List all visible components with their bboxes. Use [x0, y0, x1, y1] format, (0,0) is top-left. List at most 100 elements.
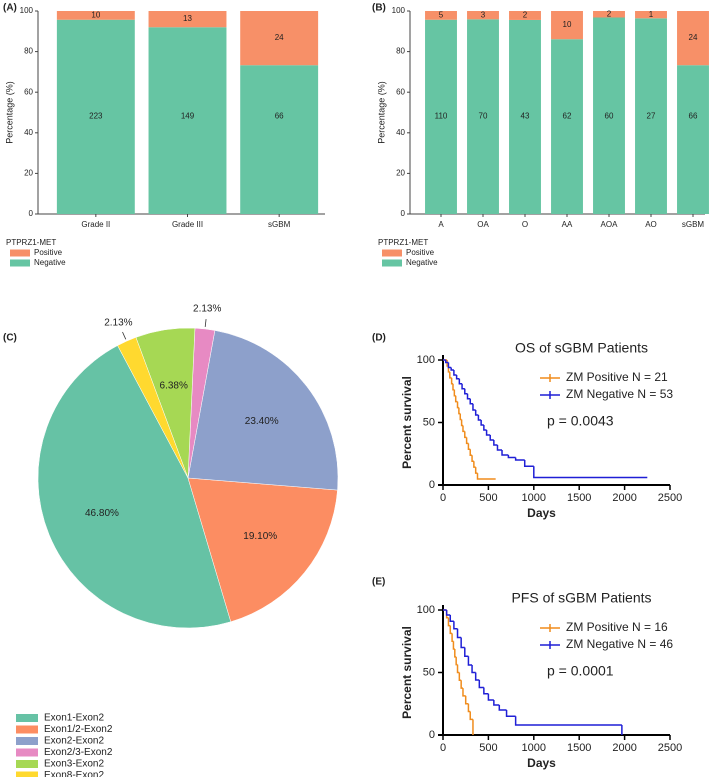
count-label: 66 [275, 112, 284, 121]
count-label: 24 [275, 33, 284, 42]
survival-step [483, 687, 489, 695]
bar-segment [551, 39, 583, 215]
x-tick-label: 1000 [522, 492, 546, 504]
annotation: p = 0.0043 [547, 413, 614, 429]
legend-swatch [382, 249, 402, 257]
bar-segment [509, 11, 541, 20]
survival-step [450, 377, 453, 385]
survival-step [466, 393, 471, 400]
survival-step [451, 633, 454, 642]
bar-segment [635, 18, 667, 215]
survival-step [453, 389, 456, 397]
legend-label: Exon2/3-Exon2 [44, 747, 113, 758]
bar-segment [677, 65, 709, 215]
leader-line [122, 331, 127, 340]
survival-step [498, 705, 507, 711]
legend-swatch [16, 714, 38, 722]
y-tick-label: 100 [417, 354, 435, 366]
x-tick-label: 0 [440, 492, 446, 504]
legend-swatch [16, 760, 38, 768]
survival-step [456, 401, 459, 409]
legend-title: PTPRZ1-MET [378, 238, 428, 247]
x-tick-label: Grade III [172, 220, 203, 229]
pie-slice [37, 345, 232, 629]
count-label: 70 [479, 112, 488, 121]
survival-step [464, 388, 468, 395]
survival-step [447, 362, 452, 369]
survival-step [450, 367, 454, 371]
bar-segment [509, 19, 541, 214]
y-tick-label: 100 [392, 6, 406, 15]
count-label: 43 [521, 112, 530, 121]
legend-swatch [16, 771, 38, 777]
y-tick-label: 0 [401, 209, 406, 218]
count-label: 10 [91, 10, 100, 19]
survival-step [478, 680, 484, 689]
bar-segment [593, 11, 625, 18]
y-tick-label: 0 [429, 729, 435, 741]
y-tick-label: 100 [417, 604, 435, 616]
count-label: 3 [481, 10, 486, 19]
x-tick-label: 2500 [658, 492, 682, 504]
survival-step [473, 461, 476, 468]
legend-label: ZM Positive N = 16 [566, 620, 668, 634]
survival-step [460, 637, 465, 649]
survival-step [469, 449, 473, 456]
legend-label: ZM Negative N = 53 [566, 387, 673, 401]
pie-slice [117, 337, 189, 479]
count-label: 5 [439, 10, 444, 19]
survival-step [507, 455, 516, 459]
survival-step [514, 457, 525, 461]
survival-step [458, 672, 462, 681]
count-label: 1 [649, 10, 654, 19]
y-tick-label: 80 [396, 47, 405, 56]
y-tick-label: 100 [20, 6, 34, 15]
survival-step [480, 420, 484, 426]
survival-step [472, 403, 476, 411]
count-label: 149 [181, 112, 195, 121]
x-tick-label: 1500 [567, 492, 591, 504]
legend-label: Positive [406, 248, 435, 257]
bar-segment [240, 11, 319, 66]
count-label: 13 [183, 14, 192, 23]
bar-segment [56, 11, 135, 20]
legend-label: Exon3-Exon2 [44, 759, 104, 770]
bar-segment [593, 17, 625, 214]
survival-step [462, 688, 466, 697]
x-tick-label: 2500 [658, 742, 682, 754]
legend-swatch [16, 725, 38, 734]
legend-label: Negative [406, 258, 438, 267]
bar-segment [148, 11, 227, 28]
x-tick-label: 2000 [612, 492, 636, 504]
legend-label: Positive [34, 248, 63, 257]
survival-step [453, 621, 458, 630]
annotation: p = 0.0001 [547, 663, 614, 679]
x-axis-label: Days [527, 756, 556, 770]
slice-label: 6.38% [160, 381, 188, 392]
x-tick-label: OA [477, 220, 489, 229]
x-tick-label: sGBM [682, 220, 705, 229]
count-label: 62 [563, 112, 572, 121]
legend-label: Exon2-Exon2 [44, 736, 104, 747]
panel-label: (B) [372, 3, 386, 14]
panel-label: (A) [3, 3, 17, 14]
survival-step [471, 665, 476, 674]
bar-segment [467, 11, 499, 20]
x-tick-label: AO [645, 220, 657, 229]
survival-step [483, 425, 487, 431]
y-tick-label: 0 [29, 209, 34, 218]
survival-step [469, 711, 473, 721]
survival-step [455, 656, 458, 666]
survival-step [458, 378, 463, 385]
survival-step [523, 460, 534, 467]
x-tick-label: O [522, 220, 528, 229]
survival-step [493, 700, 500, 706]
legend-swatch [16, 748, 38, 757]
x-tick-label: AOA [601, 220, 619, 229]
survival-step [474, 672, 480, 681]
y-tick-label: 80 [24, 47, 33, 56]
x-axis-label: Days [527, 506, 556, 520]
survival-step [449, 371, 452, 379]
legend-swatch [10, 249, 30, 257]
